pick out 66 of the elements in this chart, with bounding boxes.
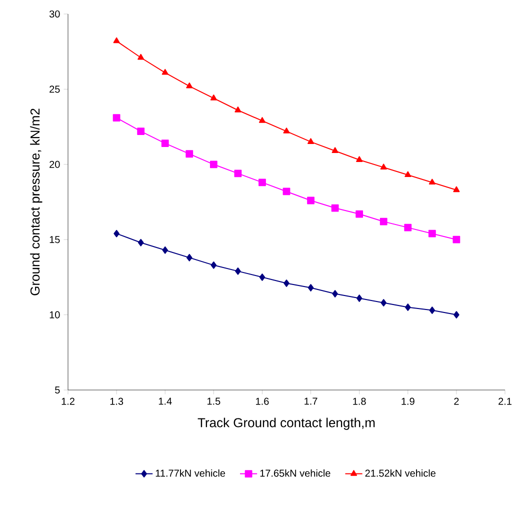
- point: [210, 160, 218, 168]
- point: [308, 284, 314, 292]
- point: [428, 178, 436, 185]
- point: [404, 304, 411, 311]
- point: [308, 138, 314, 144]
- point: [380, 299, 387, 306]
- point: [380, 218, 388, 226]
- point: [282, 188, 290, 196]
- point: [356, 294, 362, 302]
- point: [234, 106, 242, 112]
- point: [112, 114, 120, 122]
- point: [453, 186, 460, 192]
- x-tick-label: 1.5: [207, 398, 220, 405]
- legend-label: 17.65kN vehicle: [260, 469, 330, 477]
- point: [258, 178, 266, 186]
- x-axis-title: Track Ground contact length,m: [198, 418, 375, 430]
- point: [161, 140, 169, 148]
- point: [284, 280, 290, 287]
- point: [234, 170, 242, 178]
- point: [138, 238, 144, 246]
- point: [454, 311, 460, 318]
- point: [259, 274, 266, 281]
- point: [137, 128, 145, 136]
- point: [331, 204, 339, 212]
- point: [186, 82, 193, 88]
- y-tick-label: 5: [55, 386, 60, 394]
- point: [380, 164, 387, 170]
- point: [258, 117, 266, 123]
- x-tick-label: 1.3: [110, 398, 124, 405]
- x-tick-label: 1.8: [353, 398, 366, 405]
- point: [138, 54, 144, 60]
- point: [162, 68, 168, 75]
- point: [356, 210, 364, 218]
- x-tick-label: 1.4: [158, 398, 172, 405]
- x-tick-label: 2: [454, 398, 459, 405]
- x-tick-label: 1.9: [402, 398, 414, 405]
- y-tick-label: 10: [50, 311, 60, 318]
- point: [429, 306, 436, 314]
- y-tick-label: 30: [49, 10, 60, 18]
- point: [404, 224, 412, 232]
- x-tick-label: 2.1: [498, 398, 512, 405]
- point: [428, 230, 436, 238]
- x-tick-label: 1.2: [62, 398, 74, 405]
- legend-label: 11.77kN vehicle: [156, 469, 226, 477]
- point: [307, 196, 314, 204]
- y-tick-label: 15: [50, 236, 60, 244]
- point: [404, 171, 412, 178]
- point: [113, 37, 120, 44]
- point: [186, 150, 194, 158]
- legend-label: 21.52kN vehicle: [365, 469, 436, 477]
- point: [452, 236, 460, 244]
- y-axis-title: Ground contact pressure, kN/m2: [30, 108, 42, 296]
- y-tick-label: 20: [50, 160, 60, 168]
- point: [186, 254, 192, 262]
- point: [332, 290, 338, 298]
- point: [356, 156, 363, 162]
- point: [210, 261, 217, 269]
- point: [235, 267, 241, 275]
- point: [210, 94, 217, 100]
- point: [114, 230, 120, 238]
- x-tick-label: 1.7: [304, 398, 318, 405]
- y-tick-label: 25: [50, 86, 60, 93]
- x-tick-label: 1.6: [256, 398, 269, 405]
- point: [162, 246, 168, 254]
- point: [283, 128, 290, 134]
- point: [332, 147, 338, 153]
